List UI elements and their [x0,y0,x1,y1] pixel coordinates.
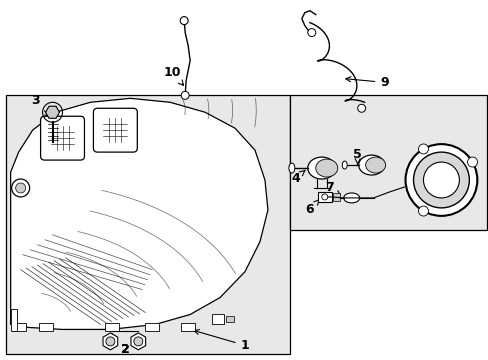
Ellipse shape [358,155,384,175]
Polygon shape [11,98,267,329]
Bar [145,323,159,332]
Text: 5: 5 [353,148,361,164]
Bar [12,323,25,332]
Text: 1: 1 [194,329,249,352]
Bar [289,95,487,230]
Bar [332,193,339,201]
Polygon shape [45,106,60,118]
Bar [317,192,331,202]
Bar [11,310,17,332]
Circle shape [106,337,115,346]
Circle shape [418,144,427,154]
Circle shape [357,104,365,112]
Text: 7: 7 [325,181,340,195]
Bar [212,315,224,324]
Circle shape [307,28,315,37]
Circle shape [134,337,142,346]
Text: 8: 8 [439,148,453,204]
Circle shape [405,144,476,216]
Circle shape [467,157,477,167]
FancyBboxPatch shape [41,116,84,160]
Ellipse shape [307,157,335,179]
Ellipse shape [342,161,346,169]
Circle shape [321,194,327,200]
Bar [6,95,289,354]
Bar [39,323,52,332]
Ellipse shape [365,157,385,173]
Ellipse shape [315,159,337,177]
Circle shape [12,179,30,197]
Circle shape [16,183,25,193]
Text: 3: 3 [31,94,50,117]
Text: 2: 2 [121,343,129,356]
Ellipse shape [288,163,294,173]
Circle shape [413,152,468,208]
Circle shape [181,91,189,99]
Ellipse shape [343,193,359,203]
Polygon shape [131,333,145,350]
Circle shape [418,206,427,216]
Text: 10: 10 [163,66,183,85]
Circle shape [180,17,188,24]
Circle shape [423,162,458,198]
Text: 9: 9 [345,76,388,89]
Bar [105,323,119,332]
Text: 2: 2 [112,334,129,356]
Polygon shape [103,333,118,350]
FancyBboxPatch shape [93,108,137,152]
Text: 4: 4 [291,170,305,185]
Bar [181,323,195,332]
Text: 6: 6 [305,200,319,216]
Bar [225,316,234,323]
